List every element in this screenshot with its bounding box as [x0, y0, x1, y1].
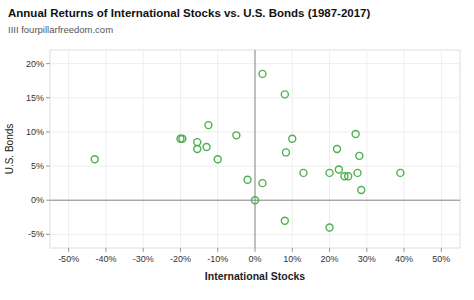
- point: [345, 173, 352, 180]
- point: [354, 169, 361, 176]
- point: [335, 166, 342, 173]
- point: [244, 176, 251, 183]
- y-tick-label: 20%: [26, 59, 44, 69]
- y-axis-label: U.S. Bonds: [4, 124, 15, 175]
- x-grid-line: [68, 50, 69, 248]
- point: [282, 149, 289, 156]
- x-grid-line: [329, 50, 330, 248]
- title: Annual Returns of International Stocks v…: [8, 7, 371, 19]
- point: [326, 224, 333, 231]
- point: [334, 146, 341, 153]
- x-tick: [329, 248, 330, 252]
- y-tick: [46, 131, 50, 132]
- point: [179, 135, 186, 142]
- grid: [50, 50, 460, 248]
- point: [91, 156, 98, 163]
- x-tick-label: -50%: [58, 254, 79, 264]
- y-tick: [46, 166, 50, 167]
- point: [259, 70, 266, 77]
- x-grid-line: [255, 50, 256, 248]
- y-tick: [46, 97, 50, 98]
- point: [397, 169, 404, 176]
- x-tick: [366, 248, 367, 252]
- y-tick-label: 10%: [26, 127, 44, 137]
- point: [356, 152, 363, 159]
- x-tick: [105, 248, 106, 252]
- point: [252, 197, 259, 204]
- y-tick-label: 5%: [31, 161, 44, 171]
- x-tick-label: 40%: [395, 254, 413, 264]
- point: [281, 91, 288, 98]
- y-tick: [46, 63, 50, 64]
- x-tick: [143, 248, 144, 252]
- point: [289, 135, 296, 142]
- x-grid-line: [366, 50, 367, 248]
- x-tick: [180, 248, 181, 252]
- point: [326, 169, 333, 176]
- x-tick-label: -30%: [133, 254, 154, 264]
- subtitle: IIII fourpillarfreedom.com: [8, 24, 113, 35]
- x-tick: [68, 248, 69, 252]
- x-tick-label: -20%: [170, 254, 191, 264]
- point: [352, 130, 359, 137]
- point: [281, 217, 288, 224]
- y-tick-label: 0%: [31, 195, 44, 205]
- chart: Annual Returns of International Stocks v…: [0, 0, 474, 300]
- x-tick-label: -40%: [95, 254, 116, 264]
- x-grid-line: [105, 50, 106, 248]
- x-axis-label: International Stocks: [205, 270, 306, 282]
- x-tick-label: 50%: [432, 254, 450, 264]
- x-grid-line: [441, 50, 442, 248]
- point: [300, 169, 307, 176]
- x-grid-line: [217, 50, 218, 248]
- point: [194, 139, 201, 146]
- y-tick: [46, 200, 50, 201]
- x-grid-line: [292, 50, 293, 248]
- x-tick-label: 30%: [358, 254, 376, 264]
- point: [233, 132, 240, 139]
- points: [91, 70, 404, 231]
- x-tick: [404, 248, 405, 252]
- x-grid-line: [404, 50, 405, 248]
- x-tick-label: -10%: [207, 254, 228, 264]
- point: [205, 122, 212, 129]
- x-grid-line: [180, 50, 181, 248]
- point: [203, 143, 210, 150]
- y-tick: [46, 234, 50, 235]
- point: [358, 186, 365, 193]
- point: [194, 146, 201, 153]
- x-tick-label: 10%: [283, 254, 301, 264]
- point: [214, 156, 221, 163]
- plot-frame: [50, 50, 460, 248]
- x-tick: [255, 248, 256, 252]
- x-grid-line: [143, 50, 144, 248]
- x-tick-label: 20%: [321, 254, 339, 264]
- x-tick: [292, 248, 293, 252]
- x-tick: [217, 248, 218, 252]
- y-tick-label: 15%: [26, 93, 44, 103]
- y-axis-line: [255, 50, 256, 248]
- y-tick-label: -5%: [28, 229, 44, 239]
- x-tick: [441, 248, 442, 252]
- point: [259, 180, 266, 187]
- x-tick-label: 0%: [248, 254, 261, 264]
